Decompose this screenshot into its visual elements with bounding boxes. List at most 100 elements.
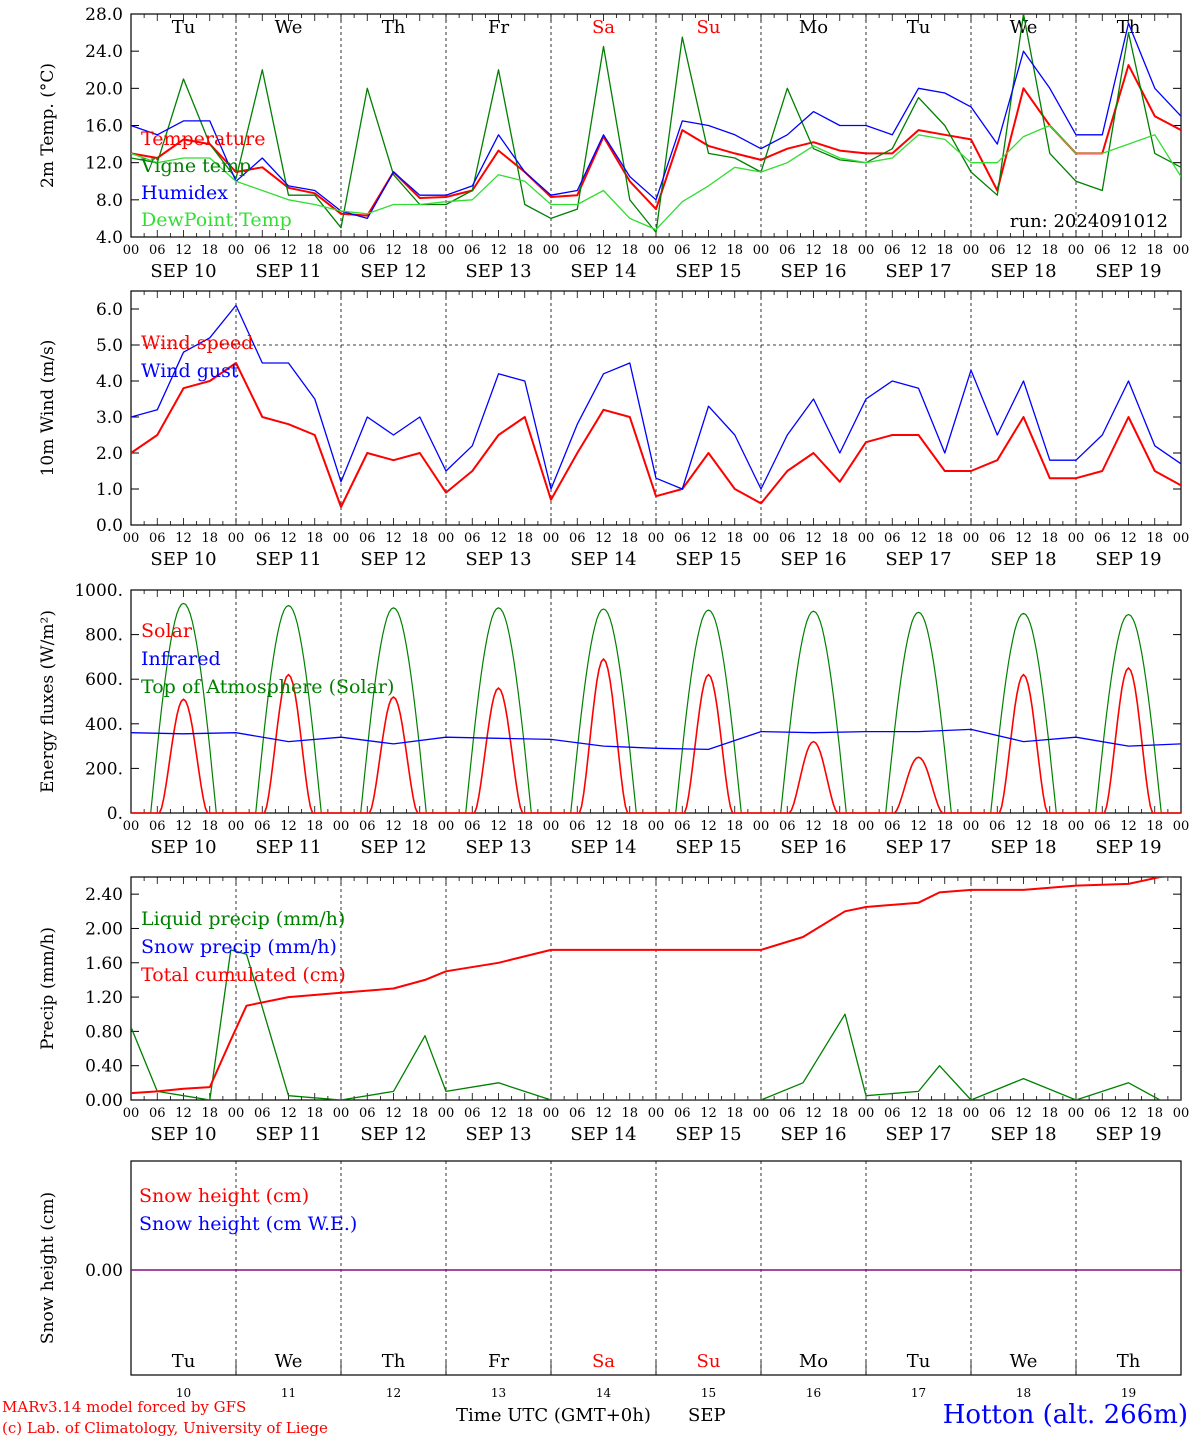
hour-tick-label: 18 [201, 819, 218, 834]
hour-tick-label: 00 [438, 531, 455, 546]
hour-tick-label: 06 [569, 243, 586, 258]
hour-tick-label: 06 [989, 1106, 1006, 1121]
day-name-label: Th [382, 17, 406, 38]
hour-tick-label: 12 [1015, 819, 1032, 834]
hour-tick-label: 12 [805, 819, 822, 834]
hour-tick-label: 06 [674, 531, 691, 546]
hour-tick-label: 18 [726, 1106, 743, 1121]
day-name-label: Sa [592, 17, 615, 38]
hour-tick-label: 06 [779, 531, 796, 546]
date-label: SEP 18 [990, 549, 1056, 570]
y-tick-label: 3.0 [96, 408, 123, 428]
hour-tick-label: 12 [1015, 1106, 1032, 1121]
legend-entry: Infrared [141, 648, 221, 670]
series-group [131, 877, 1181, 1100]
hour-tick-label: 00 [858, 1106, 875, 1121]
hour-tick-label: 00 [963, 531, 980, 546]
hour-tick-label: 00 [648, 243, 665, 258]
hour-tick-label: 18 [306, 819, 323, 834]
hour-tick-label: 18 [936, 819, 953, 834]
hour-tick-label: 00 [1173, 1106, 1190, 1121]
y-tick-label: 0. [107, 804, 123, 824]
hour-tick-label: 00 [753, 243, 770, 258]
panel-3: 0. 200. 400. 600. 800. 1000. Energy fluxes (W/… [38, 581, 1189, 858]
y-tick-label: 0.40 [85, 1057, 123, 1077]
date-label: SEP 10 [150, 837, 216, 858]
hour-tick-label: 06 [359, 531, 376, 546]
bottom-date-label: 14 [596, 1386, 612, 1400]
day-name-label: Sa [592, 1351, 615, 1372]
hour-tick-label: 00 [123, 1106, 140, 1121]
hour-tick-label: 06 [884, 819, 901, 834]
date-label: SEP 17 [885, 549, 951, 570]
hour-tick-label: 18 [726, 531, 743, 546]
date-label: SEP 11 [255, 549, 321, 570]
hour-tick-label: 06 [149, 1106, 166, 1121]
y-axis-title: 10m Wind (m/s) [38, 340, 58, 477]
series-group [131, 304, 1181, 508]
hour-tick-label: 12 [1015, 243, 1032, 258]
hour-tick-label: 06 [359, 1106, 376, 1121]
hour-tick-label: 00 [228, 1106, 245, 1121]
hour-tick-label: 00 [753, 531, 770, 546]
hour-tick-label: 18 [411, 531, 428, 546]
day-name-label: Th [1117, 1351, 1141, 1372]
day-name-label: We [275, 1351, 303, 1372]
date-label: SEP 12 [360, 1124, 426, 1145]
date-label: SEP 16 [780, 837, 846, 858]
hour-tick-label: 12 [910, 1106, 927, 1121]
hour-tick-label: 00 [1068, 819, 1085, 834]
hour-tick-label: 00 [333, 819, 350, 834]
date-label: SEP 14 [570, 549, 636, 570]
hour-tick-label: 18 [726, 819, 743, 834]
legend-entry: Snow precip (mm/h) [141, 936, 337, 958]
hour-tick-label: 12 [805, 531, 822, 546]
hour-tick-label: 00 [228, 819, 245, 834]
legend-entry: Wind speed [141, 332, 253, 354]
hour-tick-label: 06 [674, 1106, 691, 1121]
y-tick-label: 16.0 [85, 117, 123, 137]
hour-tick-label: 00 [333, 531, 350, 546]
hour-tick-label: 00 [648, 1106, 665, 1121]
hour-tick-label: 06 [779, 1106, 796, 1121]
hour-tick-label: 18 [516, 1106, 533, 1121]
day-name-label: Th [1117, 17, 1141, 38]
hour-tick-label: 06 [254, 243, 271, 258]
y-tick-label: 0.80 [85, 1022, 123, 1042]
hour-tick-label: 00 [858, 243, 875, 258]
hour-tick-label: 00 [123, 531, 140, 546]
hour-tick-label: 12 [175, 1106, 192, 1121]
y-axis-title: Snow height (cm) [38, 1192, 58, 1344]
date-label: SEP 16 [780, 261, 846, 282]
hour-tick-label: 12 [910, 243, 927, 258]
hour-tick-label: 18 [411, 819, 428, 834]
hour-tick-label: 00 [648, 531, 665, 546]
date-label: SEP 10 [150, 261, 216, 282]
hour-tick-label: 06 [989, 819, 1006, 834]
hour-tick-label: 18 [411, 243, 428, 258]
y-tick-label: 12.0 [85, 154, 123, 174]
y-tick-label: 0.00 [85, 1091, 123, 1111]
hour-tick-label: 12 [805, 1106, 822, 1121]
day-name-label: Tu [907, 1351, 931, 1372]
legend-entry: Solar [141, 620, 193, 642]
hour-tick-label: 12 [595, 1106, 612, 1121]
date-label: SEP 11 [255, 1124, 321, 1145]
series-line-infrared [131, 728, 1181, 751]
hour-tick-label: 12 [490, 1106, 507, 1121]
date-label: SEP 15 [675, 261, 741, 282]
date-label: SEP 14 [570, 837, 636, 858]
hour-tick-label: 00 [228, 243, 245, 258]
y-tick-label: 5.0 [96, 336, 123, 356]
date-label: SEP 10 [150, 1124, 216, 1145]
legend-entry: Top of Atmosphere (Solar) [141, 676, 394, 698]
date-label: SEP 10 [150, 549, 216, 570]
hour-tick-label: 00 [438, 1106, 455, 1121]
hour-tick-label: 12 [1120, 819, 1137, 834]
hour-tick-label: 18 [621, 1106, 638, 1121]
hour-tick-label: 06 [464, 819, 481, 834]
hour-tick-label: 12 [700, 819, 717, 834]
y-tick-label: 800. [85, 626, 123, 646]
series-line-humidex [131, 22, 1181, 220]
y-tick-label: 2.0 [96, 444, 123, 464]
